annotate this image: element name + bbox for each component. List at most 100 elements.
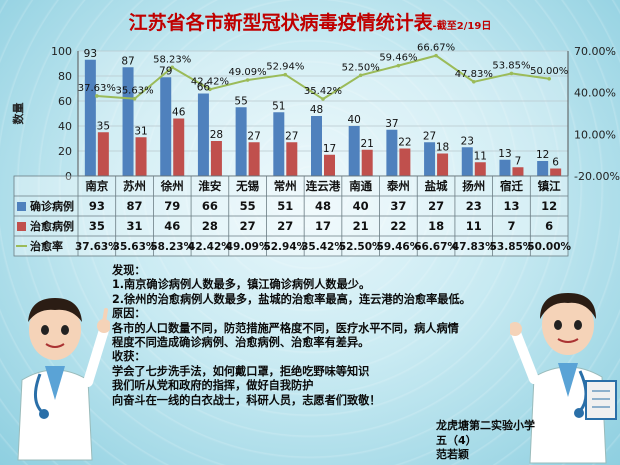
table-cell: 22 (390, 219, 406, 233)
bar-cured-label: 46 (172, 107, 186, 119)
bar-cured (324, 154, 335, 176)
cure-rate-point (434, 53, 438, 58)
table-cell: 66 (202, 199, 218, 213)
cure-rate-point (471, 79, 476, 84)
cure-rate-point (547, 76, 551, 81)
note-line: 程度不同造成确诊病例、治愈病例、治愈率有差异。 (112, 336, 370, 350)
bar-cured-label: 35 (97, 120, 110, 132)
y-tick-label: 20 (58, 145, 72, 158)
cure-rate-point (396, 63, 401, 68)
table-cell: 35.63% (113, 241, 157, 253)
cure-rate-label: 50.00% (530, 66, 568, 77)
table-cell: 17 (315, 219, 331, 233)
bar-confirmed (424, 142, 436, 176)
category-label: 扬州 (462, 179, 485, 193)
bar-cured (286, 142, 298, 176)
bar-confirmed (386, 129, 398, 176)
table-cell: 40 (353, 199, 369, 213)
bar-cured-label: 22 (398, 137, 411, 149)
bar-cured-label: 7 (515, 155, 522, 167)
table-cell: 23 (466, 199, 482, 213)
table-cell: 55 (240, 199, 256, 213)
class-name: 五（4） (436, 433, 477, 447)
chart: 9335873179466628552751274817402137222718… (11, 43, 620, 257)
bar-cured (210, 141, 222, 176)
table-cell: 21 (353, 219, 369, 233)
table-cell: 27 (277, 219, 293, 233)
note-line: 1.南京确诊病例人数最多，镇江确诊病例人数最少。 (112, 278, 371, 292)
bar-confirmed-label: 66 (197, 82, 211, 94)
chart-title: 江苏省各市新型冠状病毒疫情统计表 (128, 12, 433, 34)
table-cell: 93 (89, 199, 105, 213)
y-axis-label: 数量 (11, 103, 25, 125)
signature: 龙虎塘第二实验小学 五（4） 范若颖 (436, 419, 535, 463)
table-cell: 31 (127, 219, 143, 233)
bar-confirmed (84, 59, 96, 176)
bar-confirmed (348, 126, 360, 176)
bar-cured (97, 132, 109, 176)
category-label: 徐州 (160, 179, 184, 193)
bar-cured (399, 148, 411, 176)
category-label: 常州 (274, 179, 297, 193)
table-cell: 18 (428, 219, 444, 233)
y2-tick-label: 40.00% (574, 87, 616, 100)
y-tick-label: 80 (58, 70, 72, 83)
note-line: 收获： (112, 350, 146, 364)
bar-cured (135, 137, 147, 176)
bar-confirmed-label: 55 (234, 95, 247, 107)
table-cell: 87 (127, 199, 143, 213)
bar-cured (474, 162, 486, 176)
y-tick-label: 60 (58, 95, 72, 108)
cure-rate-point (358, 73, 363, 78)
note-line: 学会了七步洗手法，如何戴口罩，拒绝吃野味等知识 (112, 364, 370, 378)
bar-cured-label: 31 (134, 125, 147, 137)
bar-confirmed (122, 67, 134, 176)
table-cell: 6 (545, 219, 553, 233)
cure-rate-label: 47.83% (455, 69, 493, 80)
cure-rate-label: 59.46% (379, 53, 417, 64)
category-label: 连云港 (306, 179, 341, 193)
bar-confirmed (461, 147, 473, 176)
bar-cured-label: 6 (552, 157, 559, 169)
category-label: 南京 (85, 179, 108, 193)
note-line: 向奋斗在一线的白衣战士，科研人员，志愿者们致敬！ (112, 393, 381, 407)
y-tick-label: 100 (51, 45, 72, 58)
cure-rate-label: 49.09% (229, 67, 267, 78)
y2-tick-label: 70.00% (574, 45, 616, 58)
category-label: 苏州 (123, 179, 146, 193)
author-name: 范若颖 (436, 448, 469, 461)
y2-tick-label: 10.00% (574, 128, 616, 141)
table-cell: 59.46% (377, 241, 421, 253)
bar-confirmed-label: 40 (348, 114, 361, 126)
cure-rate-label: 35.42% (304, 86, 342, 97)
bar-cured-label: 28 (210, 129, 223, 141)
bar-confirmed-label: 79 (159, 65, 172, 77)
table-cell: 46 (164, 219, 180, 233)
bar-confirmed (197, 93, 209, 176)
table-cell: 66.67% (414, 241, 458, 253)
cure-rate-label: 58.23% (153, 54, 191, 65)
category-label: 无锡 (235, 179, 259, 193)
table-cell: 52.50% (339, 241, 383, 253)
bar-cured-label: 21 (361, 138, 374, 150)
cure-rate-point (132, 96, 137, 101)
cure-rate-point (283, 72, 288, 77)
bar-cured-label: 17 (323, 143, 336, 155)
bar-confirmed-label: 87 (121, 55, 134, 67)
chart-subtitle: -截至2/19日 (432, 21, 492, 32)
cure-rate-label: 35.63% (115, 86, 153, 97)
cure-rate-point (95, 94, 99, 98)
table-cell: 28 (202, 219, 218, 233)
bar-confirmed-label: 27 (423, 130, 436, 142)
legend-label: 治愈率 (30, 239, 63, 253)
bar-confirmed (235, 107, 247, 176)
bar-confirmed-label: 51 (272, 100, 285, 112)
table-cell: 52.94% (263, 241, 307, 253)
table-cell: 35 (89, 219, 105, 233)
legend-swatch (17, 222, 26, 231)
table-cell: 27 (428, 199, 444, 213)
note-line: 2.徐州的治愈病例人数最多，盐城的治愈率最高，连云港的治愈率最低。 (112, 292, 471, 306)
bar-confirmed (537, 161, 549, 176)
table-cell: 47.83% (452, 241, 496, 253)
cure-rate-point (509, 71, 514, 76)
